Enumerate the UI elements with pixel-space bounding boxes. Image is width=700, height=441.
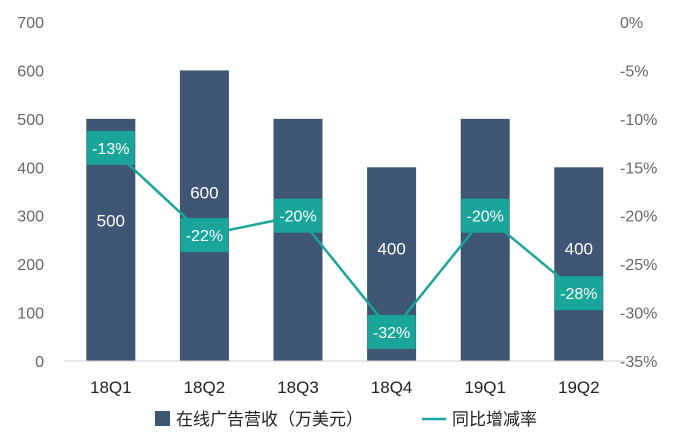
line-value-text: -22% <box>186 228 223 245</box>
line-value-text: -13% <box>92 141 129 158</box>
bar-value-label: 500 <box>97 212 125 231</box>
line-value-label: -28% <box>554 276 603 311</box>
legend-bar-swatch <box>155 411 170 426</box>
left-tick-label: 100 <box>17 306 44 323</box>
line-value-label: -20% <box>274 198 322 233</box>
right-tick-label: -35% <box>620 354 657 371</box>
line-value-box <box>554 276 603 311</box>
line-value-text: -32% <box>373 325 410 342</box>
category-label: 19Q1 <box>464 378 506 397</box>
bar-series <box>86 70 604 361</box>
bar <box>273 118 323 361</box>
right-axis: 0% -5% -10% -15% -20% -25% -30% -35% <box>620 15 657 371</box>
right-tick-label: -25% <box>620 257 657 274</box>
line-value-label: -22% <box>180 218 229 253</box>
legend-bar-label: 在线广告营收（万美元） <box>176 410 363 430</box>
line-value-label: -13% <box>86 130 135 165</box>
line-value-text: -20% <box>279 209 316 226</box>
line-value-label: -20% <box>461 198 510 233</box>
bar-value-labels: 500600500400500400 <box>97 183 593 258</box>
right-tick-label: -30% <box>620 306 657 323</box>
right-tick-label: 0% <box>620 15 643 32</box>
category-label: 18Q4 <box>371 378 413 397</box>
bar <box>554 167 604 361</box>
line-value-text: -28% <box>560 286 597 303</box>
line-value-box <box>180 218 229 253</box>
category-label: 18Q1 <box>90 378 132 397</box>
right-tick-label: -20% <box>620 209 657 226</box>
left-tick-label: 200 <box>17 257 44 274</box>
category-label: 18Q3 <box>277 378 319 397</box>
line-value-box <box>367 314 416 349</box>
bar-value-label: 600 <box>190 183 218 202</box>
line-value-box <box>461 198 510 233</box>
left-tick-label: 0 <box>35 354 44 371</box>
left-tick-label: 700 <box>17 15 44 32</box>
line-value-labels: -13% -22% -20% -32% -20% -28% <box>86 130 603 349</box>
category-label: 19Q2 <box>558 378 600 397</box>
left-tick-label: 500 <box>17 112 44 129</box>
left-tick-label: 600 <box>17 63 44 80</box>
line-value-text: -20% <box>467 209 504 226</box>
bar <box>179 70 229 361</box>
left-tick-label: 400 <box>17 160 44 177</box>
line-value-label: -32% <box>367 314 416 349</box>
left-tick-label: 300 <box>17 209 44 226</box>
line-value-box <box>86 130 135 165</box>
bar-value-label: 400 <box>377 240 405 259</box>
category-label: 18Q2 <box>184 378 226 397</box>
right-tick-label: -10% <box>620 112 657 129</box>
x-axis-labels: 18Q1 18Q2 18Q3 18Q4 19Q1 19Q2 <box>90 378 600 397</box>
line-value-box <box>274 198 322 233</box>
legend: 在线广告营收（万美元） 同比增减率 <box>155 410 537 430</box>
legend-line-label: 同比增减率 <box>452 410 537 430</box>
bar-value-label: 400 <box>565 240 593 259</box>
right-tick-label: -5% <box>620 63 648 80</box>
left-axis: 0 100 200 300 400 500 600 700 <box>17 15 44 371</box>
bar <box>460 118 510 361</box>
right-tick-label: -15% <box>620 160 657 177</box>
